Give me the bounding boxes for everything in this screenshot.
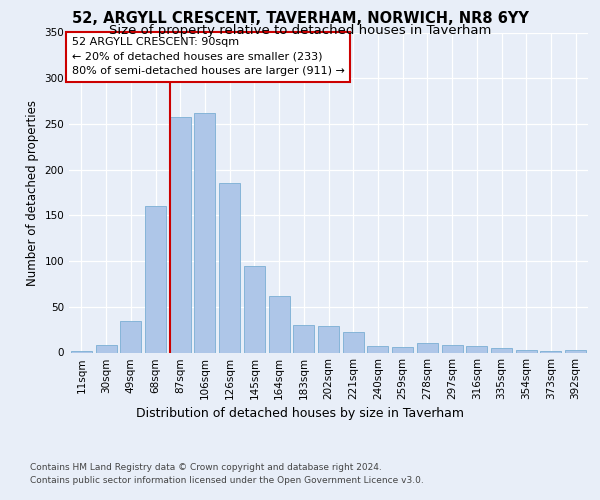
- Bar: [343, 332, 364, 352]
- Bar: [293, 325, 314, 352]
- Bar: [516, 350, 537, 352]
- Bar: [565, 350, 586, 352]
- Bar: [417, 344, 438, 352]
- Text: Contains HM Land Registry data © Crown copyright and database right 2024.: Contains HM Land Registry data © Crown c…: [30, 462, 382, 471]
- Bar: [491, 348, 512, 352]
- Y-axis label: Number of detached properties: Number of detached properties: [26, 100, 39, 286]
- Bar: [145, 206, 166, 352]
- Bar: [71, 350, 92, 352]
- Bar: [194, 113, 215, 352]
- Bar: [269, 296, 290, 352]
- Bar: [219, 184, 240, 352]
- Bar: [541, 350, 562, 352]
- Bar: [95, 345, 116, 352]
- Bar: [367, 346, 388, 352]
- Bar: [392, 347, 413, 352]
- Bar: [244, 266, 265, 352]
- Text: Contains public sector information licensed under the Open Government Licence v3: Contains public sector information licen…: [30, 476, 424, 485]
- Text: Distribution of detached houses by size in Taverham: Distribution of detached houses by size …: [136, 408, 464, 420]
- Bar: [466, 346, 487, 352]
- Bar: [170, 116, 191, 352]
- Bar: [318, 326, 339, 352]
- Text: Size of property relative to detached houses in Taverham: Size of property relative to detached ho…: [109, 24, 491, 37]
- Bar: [120, 320, 141, 352]
- Text: 52, ARGYLL CRESCENT, TAVERHAM, NORWICH, NR8 6YY: 52, ARGYLL CRESCENT, TAVERHAM, NORWICH, …: [71, 11, 529, 26]
- Bar: [442, 345, 463, 352]
- Text: 52 ARGYLL CRESCENT: 90sqm
← 20% of detached houses are smaller (233)
80% of semi: 52 ARGYLL CRESCENT: 90sqm ← 20% of detac…: [71, 38, 344, 76]
